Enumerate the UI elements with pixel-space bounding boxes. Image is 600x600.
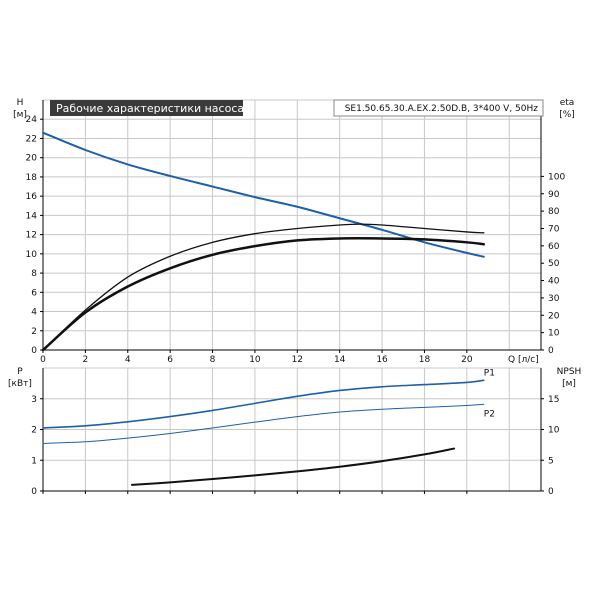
y-right-tick-label: 30: [548, 294, 560, 304]
series-p2-line: [42, 403, 485, 444]
y-left-tick-label: 16: [26, 192, 38, 202]
model-box: [333, 99, 544, 117]
x-tick-label: 16: [376, 355, 388, 365]
y-right-tick-label: 10: [548, 426, 560, 436]
y-right-tick-label: 0: [548, 346, 554, 356]
x-tick-label: 12: [292, 355, 303, 365]
y-right-tick-label: 40: [548, 277, 560, 287]
series-label-p2: P2: [484, 409, 495, 419]
x-axis-label: Q [л/с]: [508, 355, 539, 365]
x-tick-label: 20: [461, 355, 473, 365]
chart-title-box: [50, 100, 243, 116]
y-left-tick-label: 0: [31, 346, 37, 356]
pump-model: SE1.50.65.30.A.EX.2.50D.B, 3*400 V, 50Hz: [345, 104, 539, 114]
y-right-tick-label: 10: [548, 329, 560, 339]
y-left-tick-label: 8: [31, 269, 37, 279]
x-tick-label: 4: [125, 355, 131, 365]
y-left-tick-label: 4: [31, 308, 37, 318]
series-line-3: [41, 237, 486, 352]
y-left-axis-label: H: [17, 98, 24, 108]
y-left-tick-label: 6: [31, 288, 37, 298]
y-left-tick-label: 22: [26, 134, 37, 144]
y-left-axis-unit: [кВт]: [8, 379, 32, 389]
x-tick-label: 6: [167, 355, 173, 365]
x-tick-label: 8: [210, 355, 216, 365]
y-right-axis-label: eta: [560, 98, 575, 108]
y-right-tick-label: 0: [548, 487, 554, 497]
y-left-tick-label: 0: [31, 487, 37, 497]
y-right-tick-label: 20: [548, 311, 560, 321]
y-left-tick-label: 1: [31, 456, 37, 466]
y-left-axis-unit: [м]: [13, 110, 27, 120]
x-tick-label: 14: [334, 355, 346, 365]
y-right-tick-label: 5: [548, 456, 554, 466]
x-tick-label: 0: [40, 355, 46, 365]
y-left-tick-label: 24: [26, 115, 38, 125]
x-tick-label: 18: [419, 355, 431, 365]
series-line-1: [42, 131, 485, 258]
y-left-axis-label: P: [17, 367, 23, 377]
series-line-3: [131, 447, 456, 486]
y-left-tick-label: 2: [31, 327, 37, 337]
y-left-tick-label: 3: [31, 395, 37, 405]
series-p1-line: [42, 379, 485, 429]
y-left-tick-label: 10: [26, 250, 38, 260]
y-right-tick-label: 80: [548, 207, 560, 217]
y-right-tick-label: 90: [548, 190, 560, 200]
y-right-tick-label: 15: [548, 395, 559, 405]
y-right-tick-label: 50: [548, 259, 560, 269]
y-right-tick-label: 70: [548, 224, 560, 234]
y-left-tick-label: 2: [31, 426, 37, 436]
y-right-axis-unit: [%]: [559, 110, 575, 120]
series-label-p1: P1: [484, 368, 495, 378]
y-right-axis-label: NPSH: [557, 367, 582, 377]
y-right-axis-unit: [м]: [562, 379, 576, 389]
y-left-tick-label: 12: [26, 231, 37, 241]
x-tick-label: 2: [83, 355, 89, 365]
y-right-tick-label: 100: [548, 172, 565, 182]
series-line-2: [42, 223, 485, 351]
y-left-tick-label: 14: [26, 211, 38, 221]
chart-title: Рабочие характеристики насоса: [56, 102, 244, 115]
y-right-tick-label: 60: [548, 242, 560, 252]
y-left-tick-label: 18: [26, 173, 38, 183]
x-tick-label: 10: [249, 355, 261, 365]
y-left-tick-label: 20: [26, 154, 38, 164]
